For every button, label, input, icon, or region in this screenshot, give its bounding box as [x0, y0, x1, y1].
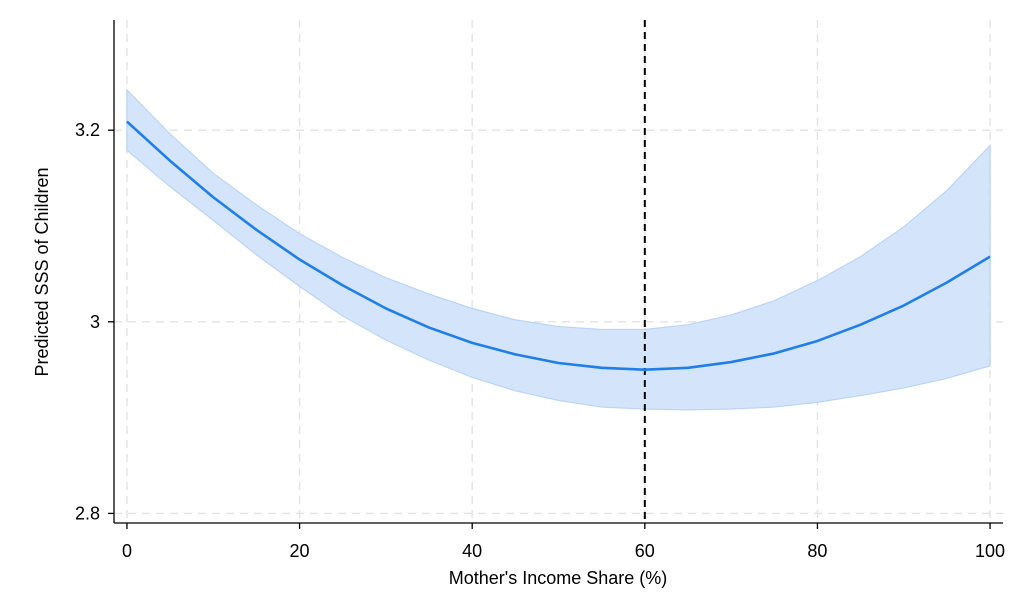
x-tick-label: 100 — [975, 541, 1005, 561]
y-ticks: 2.8 3 3.2 — [75, 120, 114, 523]
series-line-predicted — [126, 120, 991, 372]
x-tick-label: 60 — [635, 541, 655, 561]
confidence-band-area — [126, 88, 991, 411]
x-tick-label: 40 — [462, 541, 482, 561]
x-ticks: 0 20 40 60 80 100 — [122, 523, 1005, 561]
x-tick-label: 20 — [290, 541, 310, 561]
x-tick-label: 0 — [122, 541, 132, 561]
y-tick-label: 3 — [90, 312, 100, 332]
y-axis-title: Predicted SSS of Children — [32, 167, 52, 376]
y-tick-label: 2.8 — [75, 503, 100, 523]
x-tick-label: 80 — [807, 541, 827, 561]
y-tick-label: 3.2 — [75, 120, 100, 140]
series-lines — [126, 120, 991, 372]
x-axis-title: Mother's Income Share (%) — [449, 568, 668, 588]
axes — [113, 20, 1003, 524]
confidence-band — [126, 88, 991, 411]
